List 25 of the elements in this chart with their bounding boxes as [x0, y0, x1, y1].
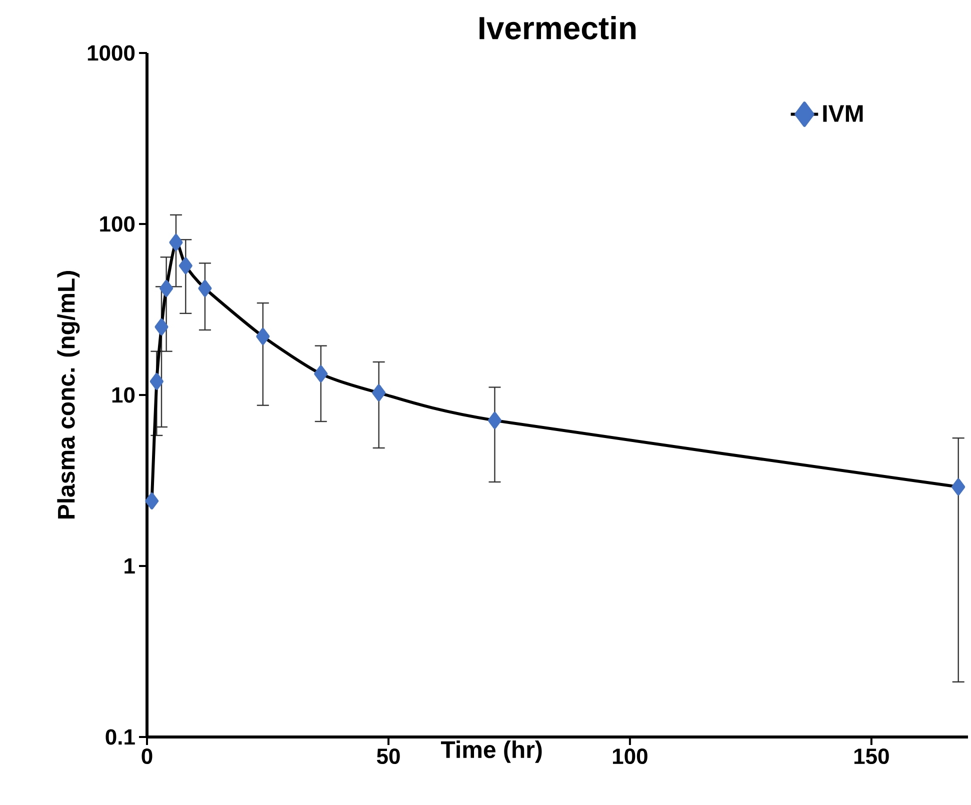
point [314, 365, 328, 382]
y-tick-label: 0.1 [106, 729, 135, 745]
y-tick-label: 1 [124, 558, 135, 574]
point [372, 384, 386, 402]
y-tick-label: 10 [112, 387, 135, 403]
x-tick-label: 0 [142, 748, 152, 764]
point [952, 478, 966, 496]
point [160, 280, 174, 297]
y-tick-label: 100 [100, 216, 135, 232]
point [256, 328, 270, 345]
point [154, 318, 168, 336]
x-tick-label: 100 [612, 748, 648, 764]
x-axis-title: Time (hr) [440, 740, 542, 763]
x-tick-label: 150 [854, 748, 889, 764]
point [169, 234, 183, 251]
legend-label: IVM [823, 105, 863, 122]
chart-title: Ivermectin [480, 16, 636, 40]
point [145, 492, 159, 510]
point [178, 257, 192, 274]
point [198, 280, 212, 297]
y-tick-label: 1000 [88, 45, 135, 61]
x-tick-label: 50 [376, 748, 400, 764]
point [488, 412, 502, 429]
point [150, 372, 164, 390]
y-axis-title: Plasma conc. (ng/mL) [57, 271, 80, 519]
